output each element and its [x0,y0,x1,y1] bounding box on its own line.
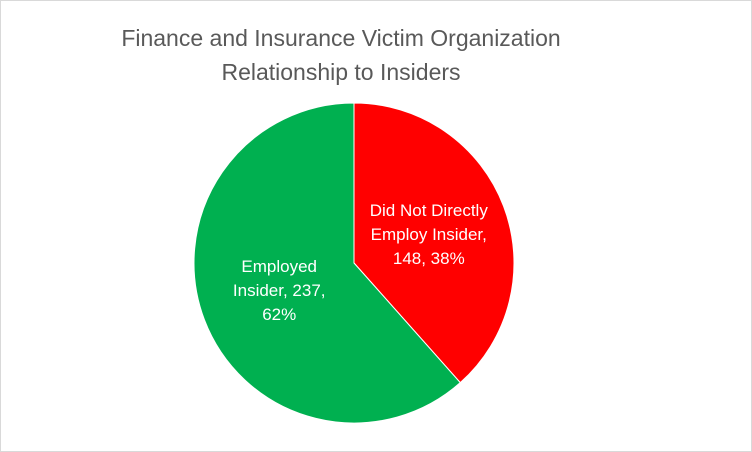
chart-title: Finance and Insurance Victim Organizatio… [121,25,561,85]
data-label-box: Did Not Directly Employ Insider, 148, 38… [369,200,488,268]
data-label: Did Not Directly Employ Insider, 148, 38… [369,200,488,268]
pie-slice [193,102,461,424]
data-label-box: Employed Insider, 237, 62% [232,257,326,325]
pie-slice [353,102,515,384]
data-label: Employed Insider, 237, 62% [232,257,326,325]
